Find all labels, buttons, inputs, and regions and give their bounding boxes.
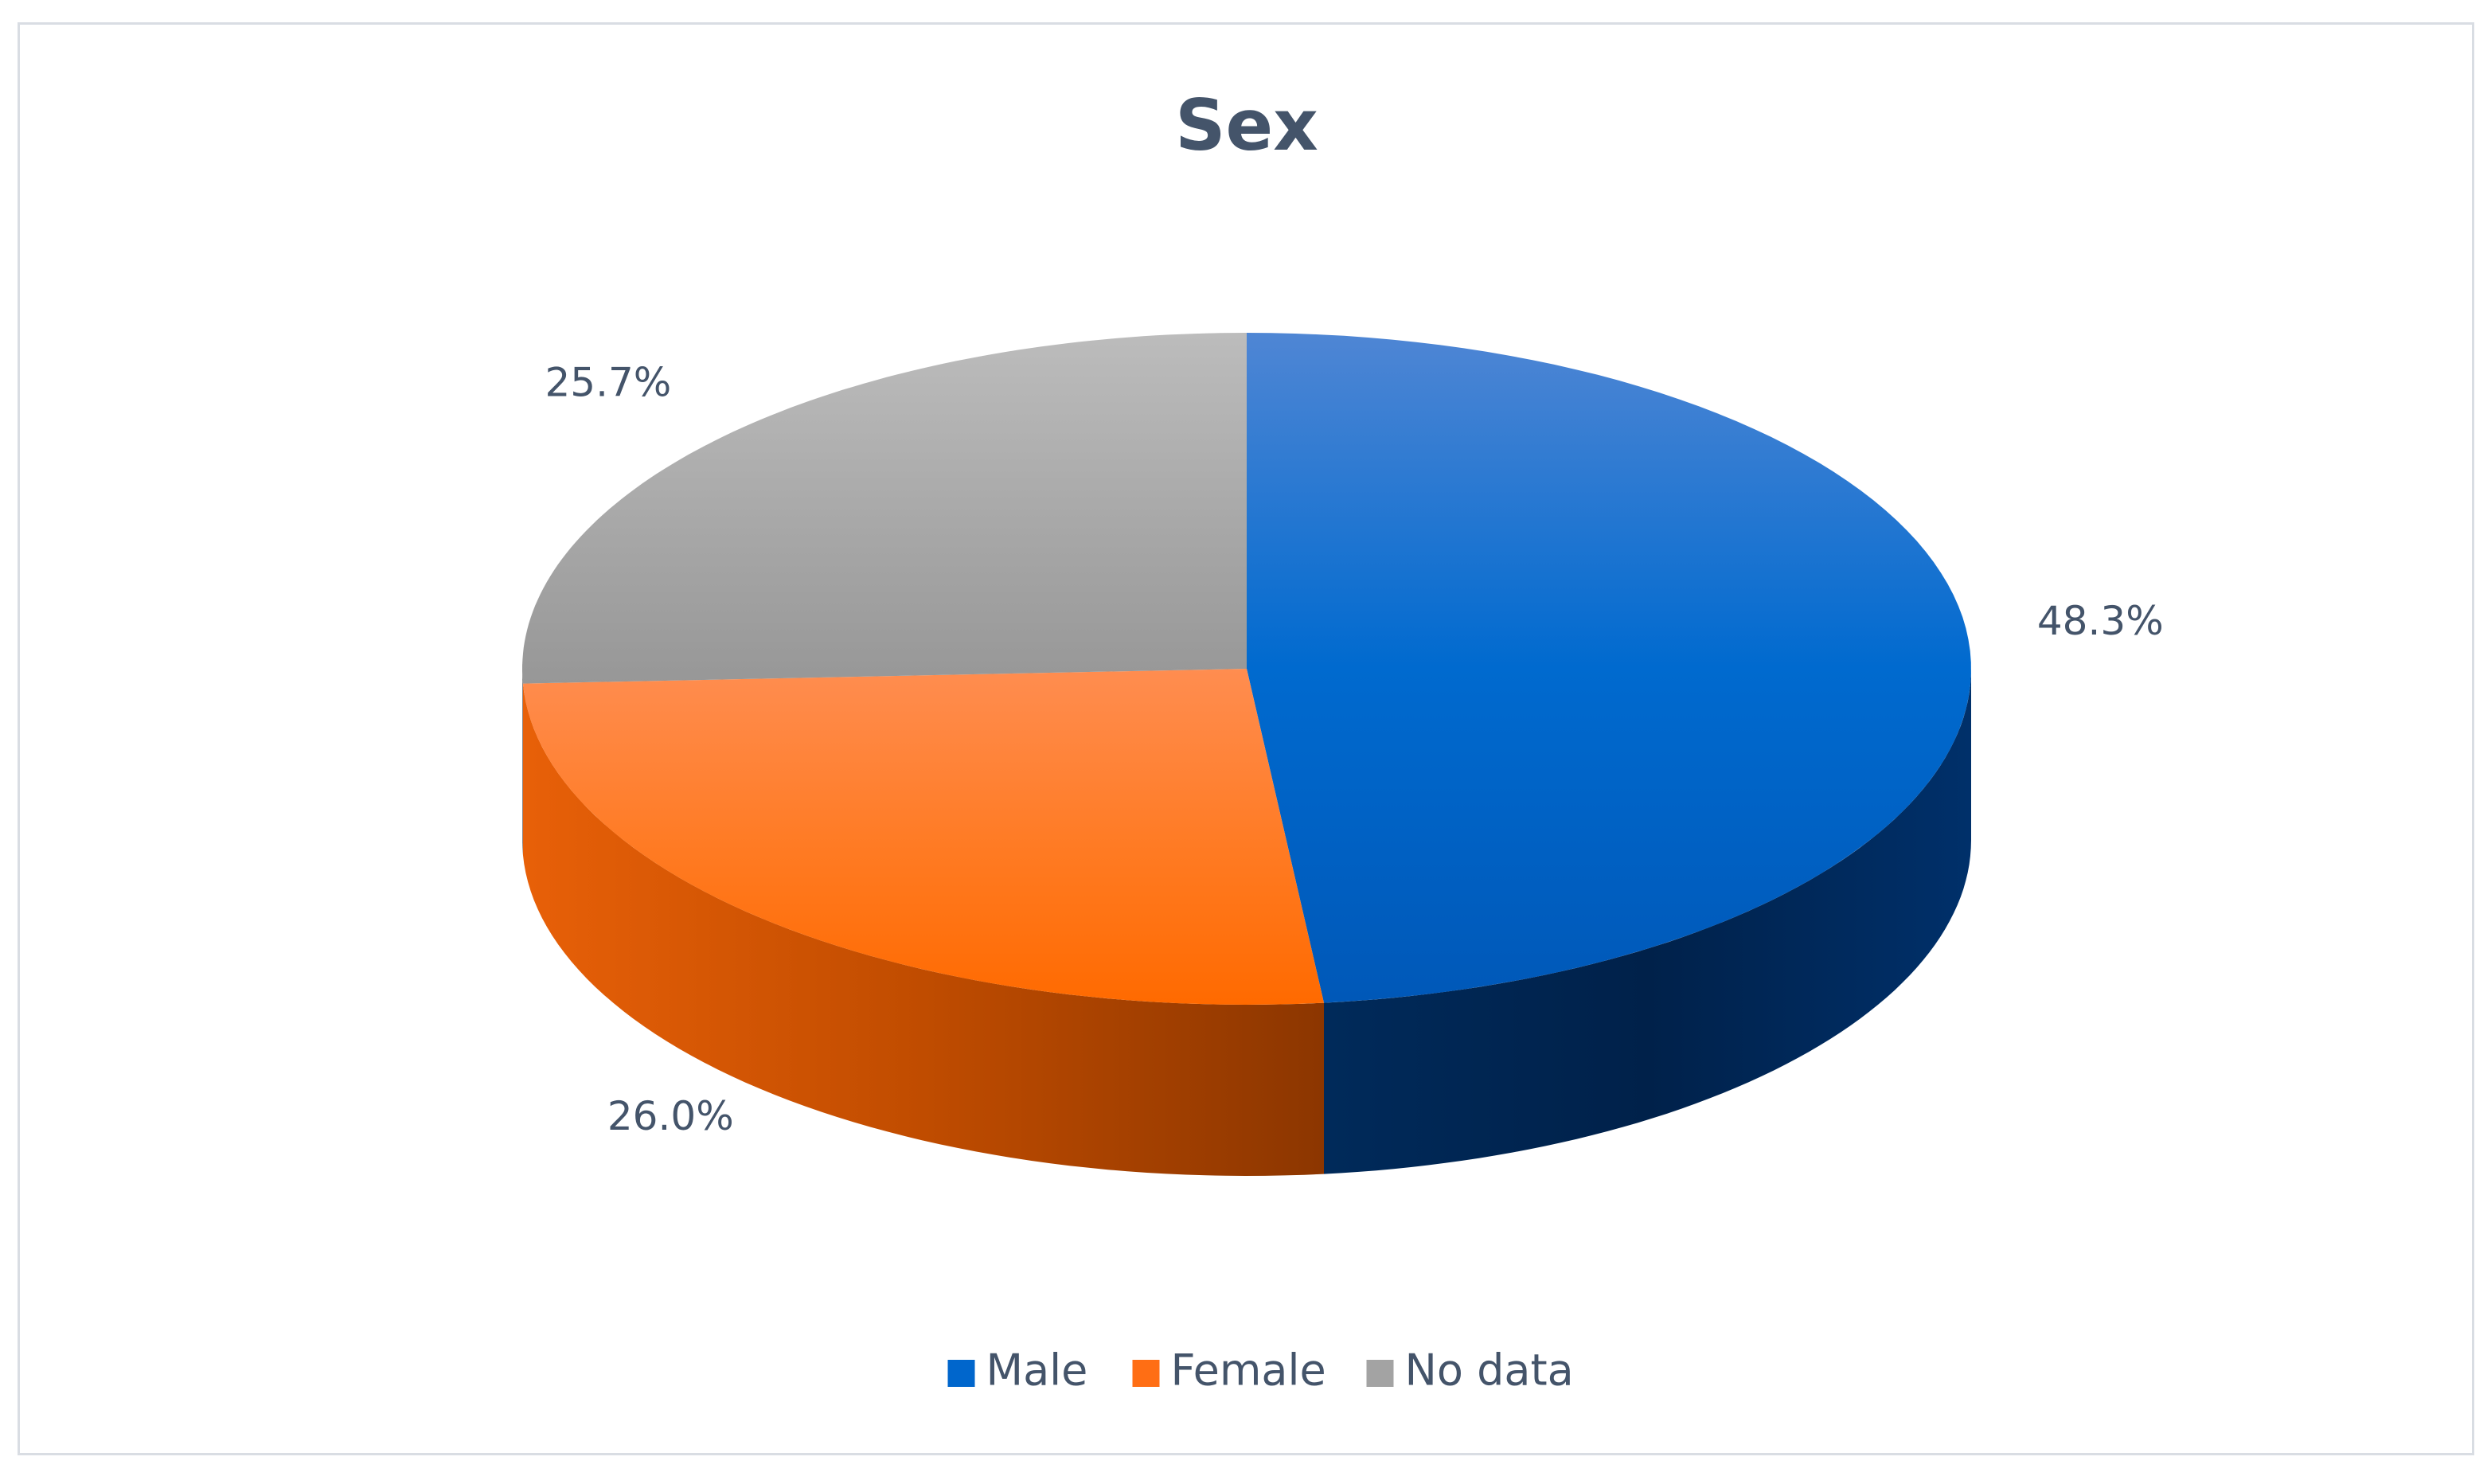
data-label-female: 26.0%	[607, 1093, 734, 1139]
pie-side-male	[1324, 669, 1971, 1174]
legend-item-no-data: No data	[1366, 1345, 1574, 1396]
pie-slice-female	[522, 669, 1324, 1005]
chart-title: Sex	[1175, 84, 1318, 166]
pie-side-female	[522, 683, 1324, 1176]
data-label-male: 48.3%	[2037, 598, 2164, 644]
data-label-no-data: 25.7%	[545, 360, 671, 406]
legend-swatch-male	[947, 1360, 975, 1387]
legend-swatch-female	[1132, 1360, 1160, 1387]
legend-item-male: Male	[947, 1345, 1088, 1396]
legend-label-male: Male	[986, 1345, 1088, 1396]
legend-swatch-no-data	[1366, 1360, 1394, 1387]
legend-item-female: Female	[1132, 1345, 1326, 1396]
legend-label-no-data: No data	[1405, 1345, 1574, 1396]
pie-slice-male	[1247, 333, 1971, 1003]
pie-slice-no-data	[522, 333, 1247, 684]
pie-side-no-data	[522, 669, 523, 855]
legend-label-female: Female	[1171, 1345, 1326, 1396]
legend: Male Female No data	[947, 1345, 1574, 1396]
pie-labels: 48.3% 26.0% 25.7%	[545, 360, 2163, 1139]
pie-sides	[522, 669, 1971, 1176]
pie-tops	[522, 333, 1971, 1005]
